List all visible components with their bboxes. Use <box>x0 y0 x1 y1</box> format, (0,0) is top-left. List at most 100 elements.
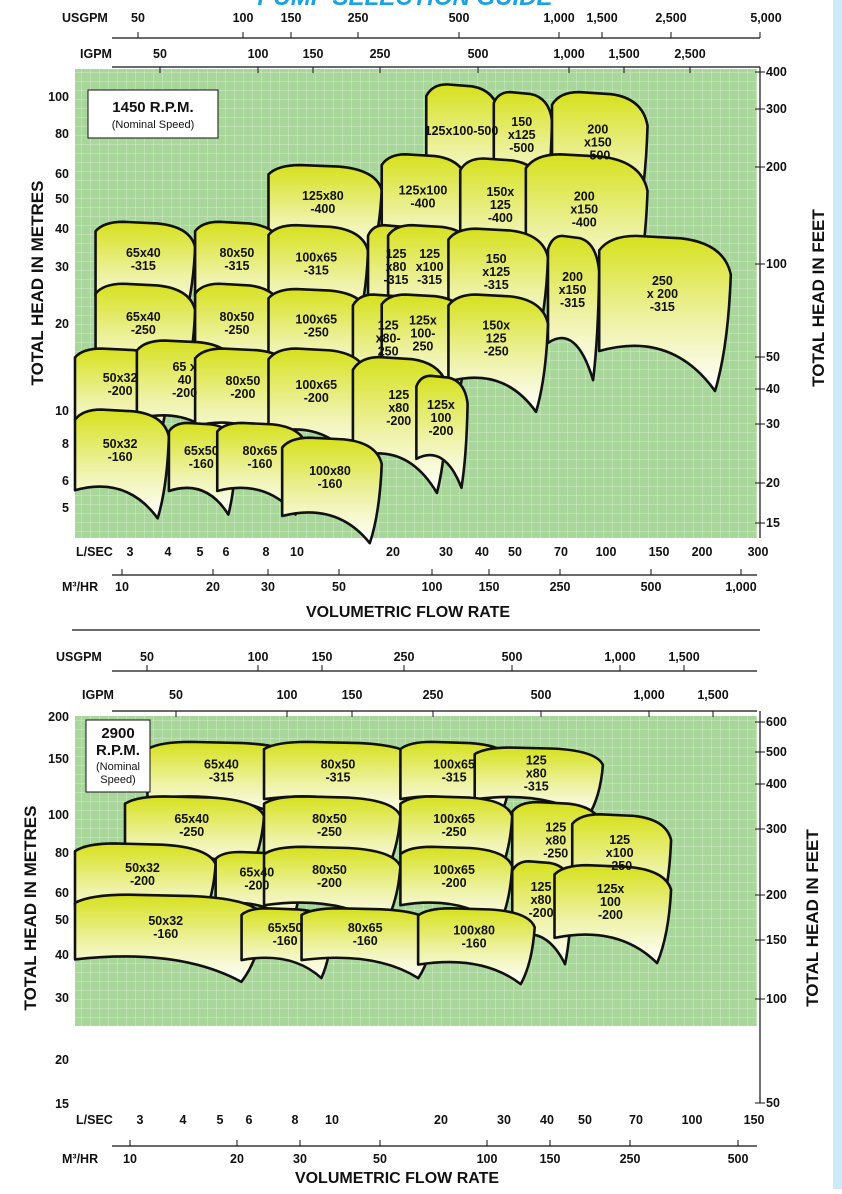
pump-model-label: 50x32 -200 <box>103 371 138 398</box>
pump-model-label-line: 100x65 <box>295 251 337 265</box>
pump-model-label-line: 65x40 <box>174 812 209 826</box>
pump-model-label: 125x100 -400 <box>399 184 448 211</box>
pump-model-label: 50x32 -160 <box>148 914 183 941</box>
usgpm-tick: 100 <box>248 650 269 664</box>
pump-model-label-line: x100 <box>606 846 634 860</box>
pump-model-label: 100x65 -250 <box>433 812 475 839</box>
pump-model-label-line: 150x <box>486 185 514 199</box>
pump-model-label-line: x150 <box>559 283 587 297</box>
pump-model-label: 125 x80 -315 <box>524 754 549 794</box>
pump-model-label-line: x80- <box>376 332 401 346</box>
lsec-tick: 8 <box>292 1113 299 1127</box>
page-title: PUMP SELECTION GUIDE <box>257 0 553 11</box>
pump-model-label: 80x50 -200 <box>226 374 261 401</box>
lsec-tick: 20 <box>434 1113 448 1127</box>
pump-model-label-line: -160 <box>108 450 133 464</box>
head-m-ticks-1: 100 80 60 50 40 30 20 10 8 6 5 <box>48 90 69 515</box>
pump-model-label-line: -200 <box>386 414 411 428</box>
usgpm-ticks-1: 50 100 150 250 500 1,000 1,500 2,500 5,0… <box>131 11 782 25</box>
pump-model-label: 125x 100 -200 <box>597 882 625 922</box>
pump-model-label: 125x 100 -200 <box>427 398 455 438</box>
pump-model-label-line: -400 <box>488 211 513 225</box>
pump-model-label: 100x65 -200 <box>295 378 337 405</box>
usgpm-tick: 1,000 <box>543 11 574 25</box>
head-ft-tick: 15 <box>766 516 780 530</box>
lsec-tick: 50 <box>578 1113 592 1127</box>
lsec-tick: 40 <box>475 545 489 559</box>
usgpm-tick: 50 <box>140 650 154 664</box>
speed-label-2: 2900 <box>101 725 134 742</box>
pump-model-label: 50x32 -200 <box>125 861 160 888</box>
speed-label-2b: R.P.M. <box>96 742 140 759</box>
pump-model-label-line: x80 <box>386 260 407 274</box>
pump-model-label-line: x125 <box>508 128 536 142</box>
igpm-tick: 1,500 <box>608 47 639 61</box>
pump-model-label-line: 100x65 <box>433 812 475 826</box>
pump-model-label-line: 150 <box>486 252 507 266</box>
pump-model-label-line: -200 <box>598 908 623 922</box>
pump-model-label-line: 50x32 <box>125 861 160 875</box>
y-axis-title-left-1: TOTAL HEAD IN METRES <box>28 181 47 386</box>
pump-model-label-line: 200 <box>587 123 608 137</box>
pump-model-label-line: x150 <box>584 136 612 150</box>
speed-sub-1: (Nominal Speed) <box>112 119 195 131</box>
pump-model-label-line: 125 <box>419 247 440 261</box>
igpm-axis-title-1: IGPM <box>80 47 112 61</box>
pump-model-label: 100x80 -160 <box>453 923 495 950</box>
pump-model-label: 150 x125 -500 <box>508 115 536 155</box>
pump-curve-region <box>416 907 537 986</box>
head-m-tick: 20 <box>55 317 69 331</box>
speed-sub-2: (Nominal <box>96 761 140 773</box>
pump-curve-region <box>415 374 469 490</box>
pump-model-label-line: 100x65 <box>295 313 337 327</box>
head-m-tick: 5 <box>62 501 69 515</box>
pump-model-label-line: -200 <box>130 874 155 888</box>
pump-curve-region <box>553 863 673 965</box>
pump-model-label: 80x65 -160 <box>243 444 278 471</box>
m3hr-tick: 1,000 <box>725 580 756 594</box>
pump-model-label-line: -315 <box>442 770 467 784</box>
pump-model-label: 80x50 -315 <box>220 246 255 273</box>
x-axis-title-2: VOLUMETRIC FLOW RATE <box>295 1170 499 1187</box>
head-m-tick: 30 <box>55 991 69 1005</box>
pump-model-label-line: 125 <box>609 833 630 847</box>
head-ft-tick: 400 <box>766 777 787 791</box>
pump-model-label-line: 250 <box>652 274 673 288</box>
lsec-tick: 300 <box>748 545 769 559</box>
pump-model-label-line: x80 <box>545 834 566 848</box>
pump-model-label-line: -200 <box>244 879 269 893</box>
usgpm-tick: 100 <box>233 11 254 25</box>
pump-model-label: 200 x150 -315 <box>559 270 587 310</box>
pump-model-label-line: 80x65 <box>243 444 278 458</box>
lsec-tick: 10 <box>325 1113 339 1127</box>
pump-model-label-line: -500 <box>509 141 534 155</box>
pump-model-label-line: -250 <box>607 859 632 873</box>
pump-model-label-line: -160 <box>273 934 298 948</box>
m3hr-tick: 20 <box>230 1152 244 1166</box>
lsec-ticks-2: 3 4 5 6 8 10 20 30 40 50 70 100 150 <box>137 1113 765 1127</box>
pump-model-label-line: -200 <box>428 424 453 438</box>
pump-model-label-line: 65x40 <box>126 310 161 324</box>
m3hr-tick: 250 <box>550 580 571 594</box>
pump-model-label-line: 200 <box>574 189 595 203</box>
pump-model-label-line: -315 <box>304 264 329 278</box>
head-m-tick: 6 <box>62 474 69 488</box>
lsec-tick: 3 <box>127 545 134 559</box>
pump-model-label-line: 100x65 <box>433 863 475 877</box>
pump-model-label: 200 x150 -400 <box>570 189 598 229</box>
pump-model-label-line: 50x32 <box>103 371 138 385</box>
pump-model-label: 80x50 -250 <box>312 812 347 839</box>
head-ft-tick: 300 <box>766 102 787 116</box>
head-ft-tick: 600 <box>766 715 787 729</box>
pump-model-label-line: 125 <box>545 821 566 835</box>
m3hr-axis-title-2: M³/HR <box>62 1152 98 1166</box>
speed-sub-2b: Speed) <box>100 774 135 786</box>
pump-model-label-line: 150x <box>482 319 510 333</box>
pump-model-label-line: 65x40 <box>239 866 274 880</box>
pump-model-label: 200 x150 -500 <box>584 123 612 163</box>
lsec-tick: 5 <box>197 545 204 559</box>
pump-model-label: 125x100-500 <box>425 124 499 138</box>
m3hr-tick: 30 <box>293 1152 307 1166</box>
